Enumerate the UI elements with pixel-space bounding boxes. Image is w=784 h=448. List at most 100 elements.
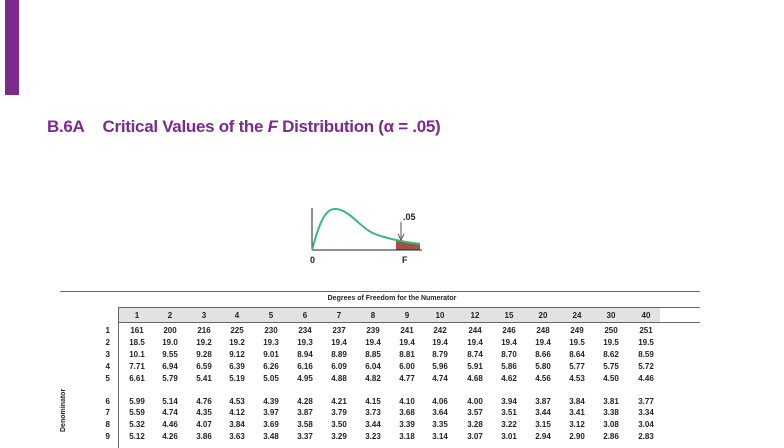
table-cell: 5.19	[229, 373, 245, 383]
table-cell: 230	[264, 326, 278, 335]
table-cell: 2.83	[638, 432, 654, 442]
table-cell: 246	[502, 326, 516, 335]
table-cell: 2.86	[603, 432, 619, 442]
table-cell: 19.4	[432, 337, 448, 347]
row-df: 6	[105, 396, 110, 406]
table-cell: 8.66	[535, 349, 551, 359]
table-cell: 4.62	[501, 373, 517, 383]
table-cell: 19.2	[196, 337, 212, 347]
table-cell: 241	[400, 326, 414, 335]
table-cell: 4.50	[603, 373, 619, 383]
table-cell: 161	[130, 326, 144, 335]
arrow-head	[397, 233, 405, 241]
table-cell: 3.38	[603, 408, 619, 418]
table-cell: 4.12	[229, 408, 245, 418]
column-header: 2	[167, 311, 173, 320]
table-cell: 4.07	[196, 420, 212, 430]
table-cell: 200	[163, 326, 177, 335]
table-cell: 5.59	[129, 408, 145, 418]
column-header: 5	[268, 311, 274, 320]
row-df: 5	[105, 373, 110, 383]
table-cell: 4.95	[297, 373, 313, 383]
table-cell: 3.07	[467, 432, 483, 442]
table-cell: 19.5	[638, 337, 654, 347]
table-cell: 4.10	[399, 396, 415, 406]
table-cell: 248	[536, 326, 550, 335]
table-cell: 5.96	[432, 361, 448, 371]
table-cell: 3.01	[501, 432, 517, 442]
table-cell: 4.06	[432, 396, 448, 406]
table-cell: 237	[332, 326, 346, 335]
table-cell: 5.77	[569, 361, 585, 371]
table-cell: 4.21	[331, 396, 347, 406]
table-cell: 4.88	[331, 373, 347, 383]
table-cell: 8.89	[331, 349, 347, 359]
column-header: 7	[336, 311, 342, 320]
table-cell: 4.76	[196, 396, 212, 406]
table-cell: 3.81	[603, 396, 619, 406]
table-cell: 3.97	[263, 408, 279, 418]
table-cell: 4.74	[162, 408, 178, 418]
table-cell: 19.5	[569, 337, 585, 347]
table-cell: 8.79	[432, 349, 448, 359]
table-cell: 19.4	[365, 337, 381, 347]
zero-label: 0	[310, 255, 316, 265]
table-cell: 6.59	[196, 361, 212, 371]
side-tab	[5, 0, 19, 95]
table-cell: 3.57	[467, 408, 483, 418]
column-header: 24	[572, 311, 582, 320]
table-cell: 239	[366, 326, 380, 335]
table-cell: 3.39	[399, 420, 415, 430]
column-rule	[118, 308, 119, 448]
table-cell: 8.81	[399, 349, 415, 359]
table-cell: 3.18	[399, 432, 415, 442]
table-cell: 4.74	[432, 373, 448, 383]
column-header: 30	[606, 311, 616, 320]
section-number: B.6A	[47, 117, 85, 136]
table-cell: 19.5	[603, 337, 619, 347]
table-cell: 3.86	[196, 432, 212, 442]
table-cell: 3.04	[638, 420, 654, 430]
table-cell: 3.12	[569, 420, 585, 430]
table-cell: 4.46	[162, 420, 178, 430]
table-cell: 3.34	[638, 408, 654, 418]
table-cell: 9.12	[229, 349, 245, 359]
table-cell: 8.64	[569, 349, 585, 359]
table-cell: 5.05	[263, 373, 279, 383]
table-cell: 3.94	[501, 396, 517, 406]
table-cell: 3.22	[501, 420, 517, 430]
section-title: B.6A Critical Values of the F Distributio…	[47, 117, 441, 137]
tail-area	[396, 240, 420, 250]
table-cell: 4.26	[162, 432, 178, 442]
table-cell: 3.73	[365, 408, 381, 418]
table-cell: 3.23	[365, 432, 381, 442]
table-cell: 8.62	[603, 349, 619, 359]
table-cell: 4.46	[638, 373, 654, 383]
table-cell: 4.35	[196, 408, 212, 418]
table-cell: 3.77	[638, 396, 654, 406]
row-df: 9	[105, 432, 110, 442]
table-cell: 4.53	[569, 373, 585, 383]
table-cell: 3.50	[331, 420, 347, 430]
table-cell: 3.79	[331, 408, 347, 418]
row-df: 8	[105, 420, 110, 430]
table-cell: 6.09	[331, 361, 347, 371]
table-cell: 5.12	[129, 432, 145, 442]
table-cell: 7.71	[129, 361, 145, 371]
table-cell: 19.3	[297, 337, 313, 347]
table-cell: 3.68	[399, 408, 415, 418]
table-cell: 8.59	[638, 349, 654, 359]
table-cell: 6.39	[229, 361, 245, 371]
table-cell: 19.4	[467, 337, 483, 347]
table-cell: 3.58	[297, 420, 313, 430]
table-cell: 9.55	[162, 349, 178, 359]
f-label: F	[402, 255, 408, 265]
table-cell: 19.4	[535, 337, 551, 347]
row-df: 2	[105, 337, 110, 347]
table-cell: 3.51	[501, 408, 517, 418]
table-cell: 3.37	[297, 432, 313, 442]
column-header: 8	[370, 311, 376, 320]
table-cell: 3.15	[535, 420, 551, 430]
table-cell: 5.99	[129, 396, 145, 406]
table-cell: 3.35	[432, 420, 448, 430]
